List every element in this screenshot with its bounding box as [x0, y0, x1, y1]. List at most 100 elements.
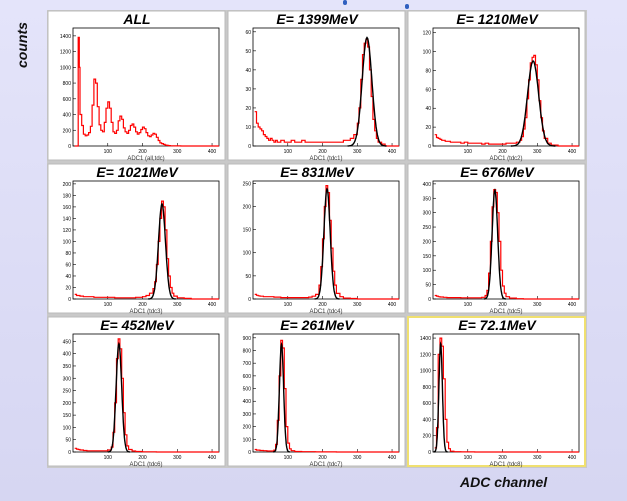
x-axis-title: ADC1 (tdc4) — [309, 309, 342, 315]
y-tick-label: 0 — [248, 144, 251, 150]
panel-title: E= 261MeV — [280, 317, 355, 333]
histogram-panel: E= 1210MeV 0 20 40 60 80 100 120 100 200 300 400 ADC… — [407, 10, 586, 162]
y-tick-label: 100 — [243, 437, 252, 443]
x-tick-label: 300 — [173, 149, 182, 155]
histogram-panel: E= 1399MeV 0 10 20 30 40 50 60 100 200 300 400 ADC1 … — [227, 10, 406, 162]
y-tick-label: 50 — [425, 283, 431, 289]
y-tick-label: 250 — [423, 225, 432, 231]
histogram-panel: E= 452MeV 0 50 100 150 200 250 300 350 400 450 100 2… — [47, 316, 226, 468]
y-tick-label: 100 — [243, 251, 252, 257]
y-tick-label: 200 — [423, 434, 432, 440]
x-tick-label: 100 — [464, 455, 473, 461]
x-tick-label: 200 — [498, 302, 507, 308]
x-tick-label: 200 — [318, 455, 327, 461]
plot-frame — [72, 333, 220, 453]
x-tick-label: 200 — [318, 149, 327, 155]
y-tick-label: 300 — [63, 376, 72, 382]
decoration-dot — [343, 0, 347, 5]
y-tick-label: 60 — [245, 30, 251, 36]
y-tick-label: 200 — [63, 401, 72, 407]
y-tick-label: 250 — [63, 389, 72, 395]
y-tick-label: 200 — [63, 128, 72, 134]
y-tick-label: 350 — [423, 196, 432, 202]
y-tick-label: 160 — [63, 205, 72, 211]
y-tick-label: 120 — [423, 31, 432, 37]
y-tick-label: 300 — [243, 412, 252, 418]
x-tick-label: 400 — [568, 149, 577, 155]
y-tick-label: 800 — [423, 385, 432, 391]
data-histogram — [434, 337, 579, 453]
y-tick-label: 400 — [63, 352, 72, 358]
plot-frame — [252, 333, 400, 453]
x-axis-title: ADC1 (tdc2) — [489, 156, 522, 162]
gaussian-fit — [272, 341, 291, 453]
y-tick-label: 1400 — [420, 336, 431, 342]
x-tick-label: 200 — [138, 149, 147, 155]
plot-frame — [432, 27, 580, 147]
y-tick-label: 50 — [245, 49, 251, 55]
y-tick-label: 40 — [425, 106, 431, 112]
gaussian-fit — [433, 341, 448, 453]
y-tick-label: 900 — [243, 336, 252, 342]
y-tick-label: 40 — [65, 274, 71, 280]
x-tick-label: 200 — [498, 149, 507, 155]
y-tick-label: 0 — [428, 450, 431, 456]
panel-title: ALL — [122, 11, 150, 27]
y-tick-label: 400 — [243, 399, 252, 405]
y-tick-label: 20 — [425, 125, 431, 131]
x-tick-label: 400 — [568, 455, 577, 461]
x-tick-label: 200 — [318, 302, 327, 308]
x-tick-label: 400 — [388, 455, 397, 461]
x-tick-label: 100 — [464, 302, 473, 308]
y-tick-label: 200 — [243, 204, 252, 210]
y-tick-label: 0 — [68, 297, 71, 303]
panel-title: E= 1021MeV — [96, 164, 179, 180]
y-tick-label: 80 — [425, 68, 431, 74]
panel-title: E= 72.1MeV — [458, 317, 537, 333]
y-tick-label: 200 — [243, 425, 252, 431]
x-tick-label: 300 — [533, 455, 542, 461]
y-tick-label: 100 — [423, 268, 432, 274]
y-tick-label: 1200 — [420, 352, 431, 358]
x-tick-label: 100 — [104, 149, 113, 155]
y-axis-label: counts — [14, 22, 30, 68]
x-tick-label: 400 — [208, 455, 217, 461]
y-tick-label: 50 — [245, 274, 251, 280]
plot-frame — [432, 333, 580, 453]
x-tick-label: 300 — [533, 149, 542, 155]
y-tick-label: 150 — [423, 254, 432, 260]
x-tick-label: 100 — [284, 149, 293, 155]
x-tick-label: 200 — [138, 302, 147, 308]
x-tick-label: 400 — [388, 302, 397, 308]
y-tick-label: 0 — [428, 144, 431, 150]
y-tick-label: 1000 — [420, 369, 431, 375]
y-tick-label: 0 — [248, 297, 251, 303]
panel-title: E= 452MeV — [100, 317, 175, 333]
x-axis-title: ADC1 (tdc5) — [489, 309, 522, 315]
x-tick-label: 400 — [388, 149, 397, 155]
y-tick-label: 250 — [243, 181, 252, 187]
x-axis-title: ADC1 (tdc6) — [129, 462, 162, 468]
y-tick-label: 30 — [245, 87, 251, 93]
x-tick-label: 200 — [498, 455, 507, 461]
panel-title: E= 831MeV — [280, 164, 355, 180]
x-axis-title: ADC1 (tdc8) — [489, 462, 522, 468]
x-tick-label: 400 — [568, 302, 577, 308]
x-tick-label: 100 — [284, 302, 293, 308]
y-tick-label: 120 — [63, 228, 72, 234]
x-tick-label: 200 — [138, 455, 147, 461]
data-histogram — [74, 200, 219, 300]
y-tick-label: 1000 — [60, 65, 71, 71]
x-tick-label: 300 — [353, 302, 362, 308]
y-tick-label: 350 — [63, 364, 72, 370]
y-tick-label: 600 — [243, 374, 252, 380]
y-tick-label: 0 — [248, 450, 251, 456]
y-tick-label: 500 — [243, 387, 252, 393]
y-tick-label: 600 — [423, 401, 432, 407]
x-tick-label: 100 — [284, 455, 293, 461]
y-tick-label: 100 — [63, 425, 72, 431]
y-tick-label: 40 — [245, 68, 251, 74]
x-tick-label: 300 — [353, 149, 362, 155]
gaussian-fit — [107, 341, 131, 453]
